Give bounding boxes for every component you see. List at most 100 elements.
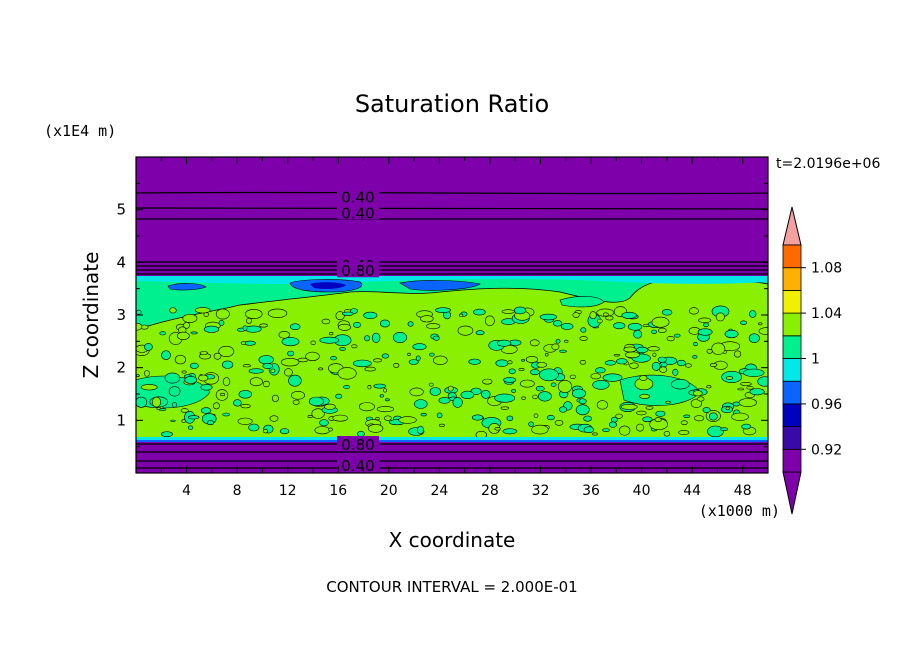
speckle-cell bbox=[384, 415, 392, 421]
speckle-cell bbox=[665, 400, 671, 404]
speckle-cell bbox=[222, 360, 234, 369]
contour-label-gap bbox=[337, 204, 379, 220]
colorbar-swatch bbox=[782, 312, 802, 337]
speckle-cell bbox=[475, 330, 485, 336]
speckle-cell bbox=[281, 337, 300, 347]
speckle-cell bbox=[371, 332, 381, 343]
speckle-cell bbox=[351, 344, 358, 349]
speckle-cell bbox=[143, 370, 150, 377]
speckle-cell bbox=[647, 346, 660, 352]
speckle-cell bbox=[218, 345, 235, 357]
speckle-cell bbox=[190, 331, 198, 335]
speckle-cell bbox=[182, 313, 198, 323]
speckle-cell bbox=[136, 396, 148, 408]
speckle-cell bbox=[307, 414, 313, 418]
speckle-cell bbox=[579, 336, 588, 341]
dry-upper-layer bbox=[136, 157, 768, 276]
speckle-cell bbox=[741, 423, 752, 430]
speckle-cell bbox=[200, 407, 212, 414]
speckle-cell bbox=[501, 309, 515, 314]
speckle-cell bbox=[579, 359, 587, 365]
speckle-cell bbox=[560, 322, 574, 330]
speckle-cell bbox=[310, 340, 316, 345]
speckle-cell bbox=[343, 385, 351, 389]
contour-line bbox=[136, 191, 768, 195]
speckle-cell bbox=[452, 397, 463, 408]
speckle-cell bbox=[633, 329, 643, 339]
y-unit-label: (x1E4 m) bbox=[44, 122, 116, 140]
contour-label-gap bbox=[337, 457, 379, 473]
speckle-cell bbox=[438, 397, 451, 404]
speckle-cell bbox=[290, 390, 305, 400]
speckle-cell bbox=[412, 343, 427, 351]
speckle-cell bbox=[596, 400, 609, 410]
speckle-cell bbox=[680, 420, 688, 426]
speckle-cell bbox=[670, 379, 690, 390]
speckle-cell bbox=[657, 356, 667, 363]
speckle-cell bbox=[468, 358, 481, 365]
speckle-cell bbox=[629, 362, 639, 369]
speckle-cell bbox=[215, 308, 230, 320]
x-tick-label: 28 bbox=[481, 483, 499, 499]
speckle-cell bbox=[203, 325, 220, 333]
contour-label: 0.40 bbox=[341, 189, 374, 207]
speckle-cell bbox=[459, 313, 464, 317]
colorbar-swatch bbox=[782, 335, 802, 359]
speckle-cell bbox=[742, 368, 765, 377]
speckle-cell bbox=[245, 308, 263, 319]
speckle-cell bbox=[358, 402, 375, 412]
speckle-cell bbox=[270, 368, 276, 373]
speckle-cell bbox=[373, 383, 387, 389]
speckle-cell bbox=[290, 323, 301, 331]
plot-area: 0.400.400.400.800.800.40 bbox=[136, 157, 768, 473]
speckle-cell bbox=[278, 330, 290, 339]
speckle-cell bbox=[554, 419, 564, 426]
contour-line bbox=[136, 460, 768, 462]
speckle-cell bbox=[420, 315, 434, 323]
speckle-cell bbox=[559, 349, 567, 353]
speckle-cell bbox=[199, 351, 209, 355]
speckle-cell bbox=[136, 309, 142, 315]
speckle-cell bbox=[248, 368, 264, 374]
speckle-cell bbox=[652, 352, 657, 357]
speckle-cell bbox=[352, 359, 372, 368]
speckle-cell bbox=[363, 311, 378, 320]
speckle-cell bbox=[757, 376, 768, 387]
colorbar-label: 1.04 bbox=[811, 306, 842, 322]
speckle-cell bbox=[417, 425, 424, 435]
speckle-cell bbox=[429, 352, 435, 357]
speckle-cell bbox=[342, 311, 354, 316]
speckle-cell bbox=[692, 390, 703, 397]
speckle-cell bbox=[746, 385, 754, 390]
x-tick-label: 40 bbox=[633, 483, 651, 499]
speckle-cell bbox=[539, 313, 558, 321]
contour-label: 0.80 bbox=[341, 436, 374, 454]
contour-line bbox=[136, 273, 768, 275]
speckle-cell bbox=[694, 415, 705, 422]
speckle-cell bbox=[140, 384, 158, 391]
speckle-cell bbox=[572, 312, 580, 318]
speckle-cell bbox=[473, 308, 486, 316]
speckle-cell bbox=[136, 374, 140, 377]
colorbar-label: 0.96 bbox=[811, 397, 842, 413]
speckle-cell bbox=[248, 423, 260, 432]
colorbar-swatch bbox=[782, 380, 802, 405]
speckle-cell bbox=[678, 430, 690, 435]
speckle-cell bbox=[246, 317, 253, 324]
speckle-cell bbox=[375, 417, 380, 421]
speckle-cell bbox=[651, 329, 657, 334]
speckle-cell bbox=[244, 325, 262, 333]
speckle-cell bbox=[737, 387, 745, 391]
speckle-cell bbox=[222, 377, 231, 387]
speckle-cell bbox=[159, 408, 167, 411]
speckle-cell bbox=[168, 386, 181, 397]
speckle-cell bbox=[259, 323, 268, 328]
x-unit-label: (x1000 m) bbox=[699, 502, 780, 520]
turbulent-speckle bbox=[136, 305, 768, 439]
speckle-cell bbox=[497, 339, 512, 347]
speckle-cell bbox=[470, 387, 482, 395]
speckle-cell bbox=[311, 408, 325, 419]
speckle-cell bbox=[136, 322, 143, 331]
speckle-cell bbox=[528, 421, 534, 427]
speckle-cell bbox=[531, 424, 549, 435]
